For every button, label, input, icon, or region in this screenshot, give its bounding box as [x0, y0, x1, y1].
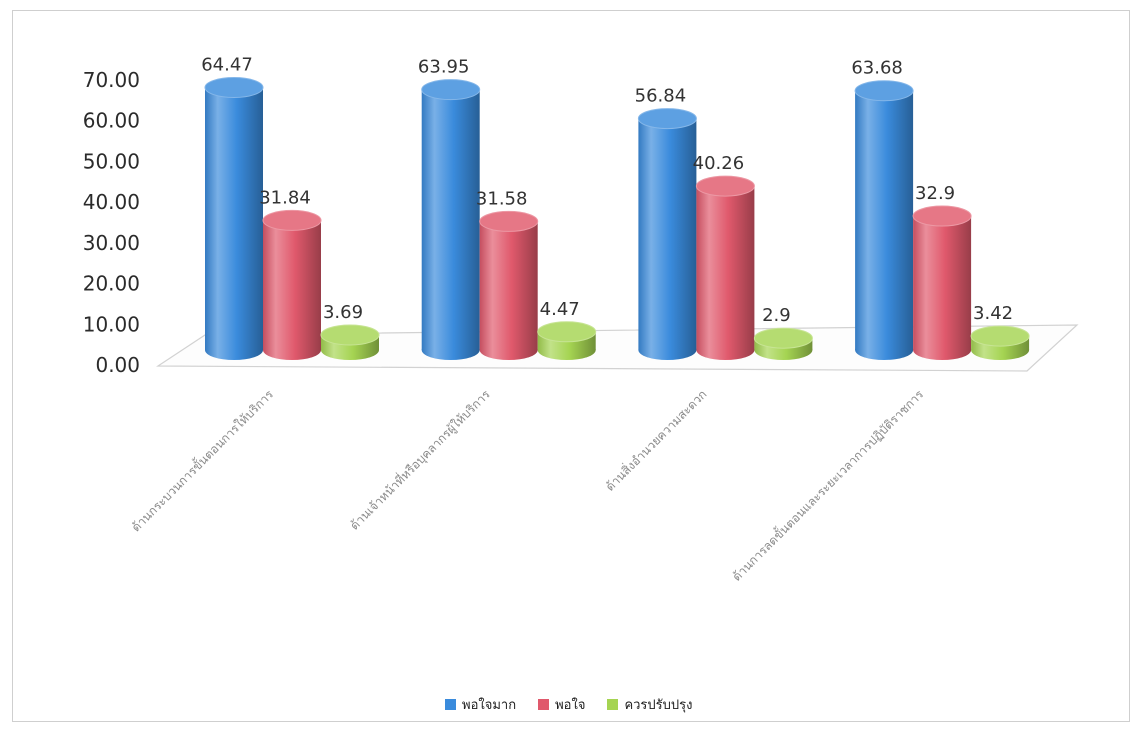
y-axis-tick-label: 30.00: [83, 231, 140, 255]
bar: [970, 325, 1030, 360]
y-axis-tick-label: 40.00: [83, 190, 140, 214]
legend-label-very-satisfied: พอใจมาก: [462, 698, 517, 713]
y-axis-tick-label: 60.00: [83, 109, 140, 133]
bar: [479, 210, 539, 360]
bar: [320, 324, 380, 360]
bar: [637, 108, 697, 360]
bar-top-cap: [262, 209, 322, 231]
legend-item-satisfied: พอใจ: [538, 694, 585, 715]
bar-top-cap: [320, 324, 380, 346]
bar: [262, 209, 322, 360]
data-label: 4.47: [540, 299, 580, 320]
bar-body: [479, 221, 538, 350]
bar-top-cap: [637, 108, 697, 130]
bar-body: [696, 186, 755, 350]
bar-body: [205, 87, 263, 350]
bar-body: [263, 220, 321, 350]
bar-top-cap: [753, 327, 813, 349]
legend-item-very-satisfied: พอใจมาก: [445, 694, 516, 715]
legend-item-needs-improvement: ควรปรับปรุง: [607, 694, 692, 715]
bar-top-cap: [970, 325, 1030, 347]
data-label: 63.95: [418, 57, 470, 78]
bar: [912, 205, 972, 360]
y-axis-tick-label: 20.00: [83, 272, 140, 296]
bar-body: [913, 216, 972, 350]
legend-swatch-needs-improvement: [607, 699, 619, 710]
bar: [854, 80, 914, 360]
x-axis-category-label: ด้านกระบวนการขั้นตอนการให้บริการ: [127, 385, 276, 534]
legend-label-needs-improvement: ควรปรับปรุง: [624, 698, 693, 713]
x-axis-category-label: ด้านเจ้าหน้าที่หรือบุคลากรผู้ให้บริการ: [346, 385, 494, 533]
data-label: 40.26: [693, 153, 745, 174]
bar-top-cap: [912, 205, 972, 227]
bar-body: [855, 90, 914, 350]
legend-swatch-very-satisfied: [445, 699, 456, 710]
data-label: 32.9: [915, 183, 955, 204]
data-label: 3.69: [323, 302, 363, 323]
data-label: 2.9: [762, 305, 791, 326]
legend-swatch-satisfied: [538, 699, 550, 710]
data-label: 31.58: [476, 188, 528, 209]
bar: [421, 79, 481, 360]
bar-top-cap: [537, 321, 597, 343]
data-label: 64.47: [201, 55, 253, 76]
data-label: 3.42: [973, 303, 1013, 324]
bar-top-cap: [695, 175, 755, 197]
bar-top-cap: [204, 77, 264, 99]
x-axis-category-label: ด้านการลดขั้นตอนและระยะเวลาการปฏิบัติราช…: [728, 385, 926, 583]
y-axis-tick-label: 70.00: [83, 68, 140, 92]
y-axis-tick-label: 0.00: [95, 353, 140, 377]
data-label: 56.84: [635, 86, 687, 107]
data-label: 63.68: [851, 58, 903, 79]
bar-body: [638, 118, 697, 350]
data-label: 31.84: [259, 187, 311, 208]
bar-top-cap: [421, 79, 481, 101]
bar-body: [421, 89, 480, 350]
chart-frame: [12, 10, 1130, 722]
chart-legend: พอใจมาก พอใจ ควรปรับปรุง: [445, 694, 692, 715]
bar-top-cap: [479, 210, 539, 232]
bar-top-cap: [854, 80, 914, 102]
bar: [753, 327, 813, 360]
bar: [537, 321, 597, 360]
bar: [204, 77, 264, 360]
y-axis-tick-label: 50.00: [83, 149, 140, 173]
chart-floor: [156, 324, 1079, 372]
legend-label-satisfied: พอใจ: [555, 698, 586, 713]
y-axis-tick-label: 10.00: [83, 312, 140, 336]
bar: [695, 175, 755, 360]
x-axis-category-label: ด้านสิ่งอำนวยความสะดวก: [601, 386, 709, 494]
